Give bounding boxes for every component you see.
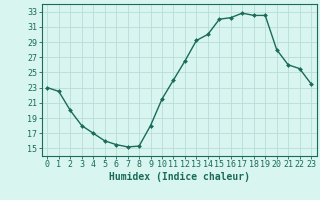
X-axis label: Humidex (Indice chaleur): Humidex (Indice chaleur): [109, 172, 250, 182]
